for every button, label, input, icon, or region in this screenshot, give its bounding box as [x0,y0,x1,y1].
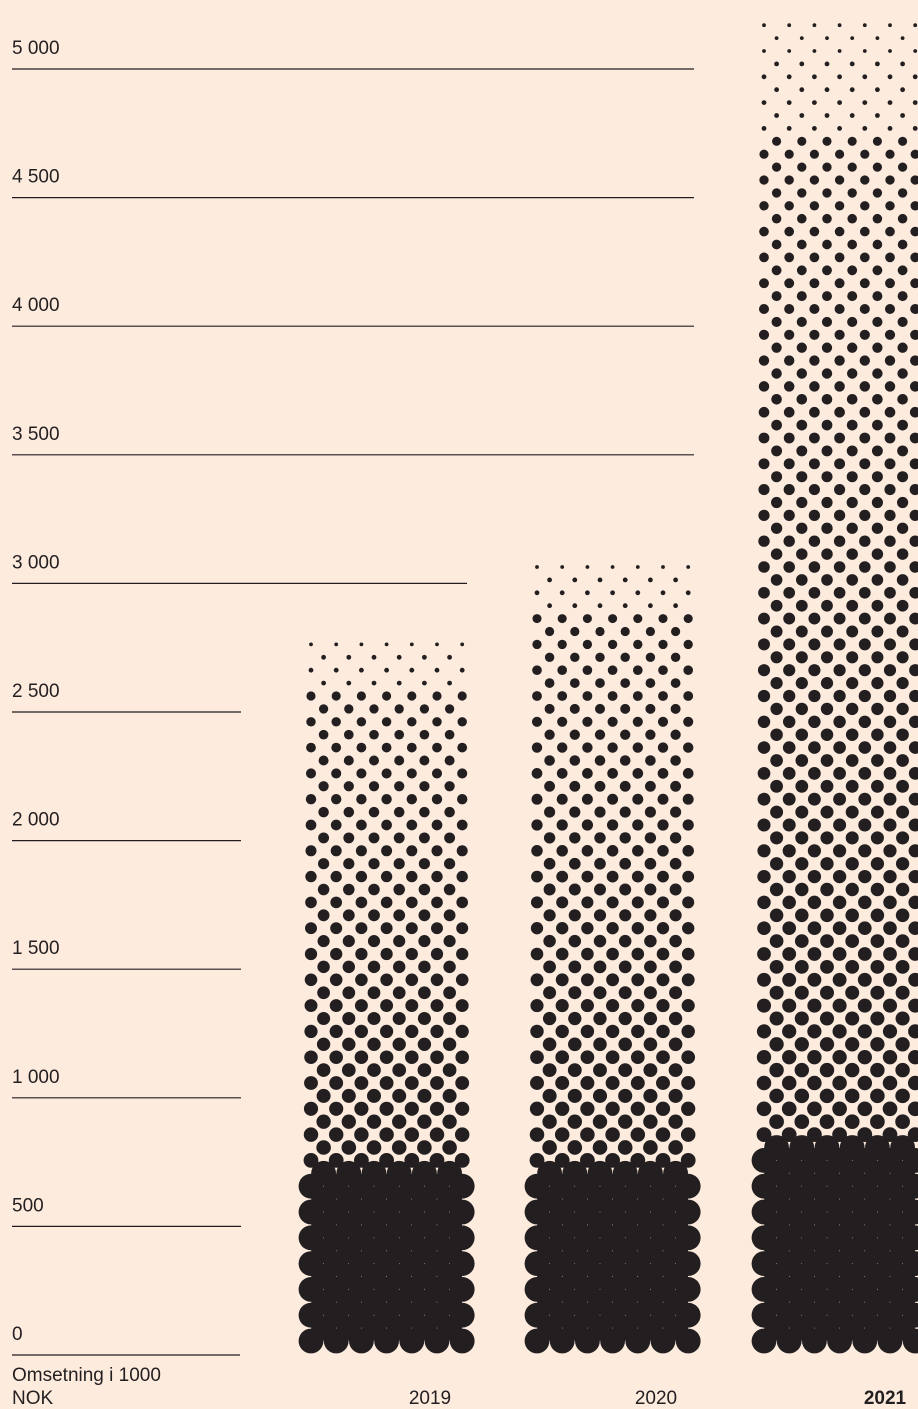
y-tick-label: 500 [12,1195,44,1216]
y-tick-label: 0 [12,1324,23,1345]
y-tick-label: 1 500 [12,938,60,959]
y-tick-label: 4 000 [12,295,60,316]
y-axis-title-line-1: Omsetning i 1000 [12,1365,161,1386]
labels: 0 500 1 000 1 500 2 000 2 500 3 000 3 500 4 000 4… [12,38,907,1409]
y-tick-label: 4 500 [12,167,60,188]
x-category-label-2019: 2019 [409,1388,451,1409]
y-axis-title-line-2: NOK [12,1388,54,1409]
y-tick-label: 3 000 [12,552,60,573]
bars [298,23,918,1354]
y-tick-label: 1 000 [12,1067,60,1088]
y-tick-label: 2 500 [12,681,60,702]
y-tick-label: 2 000 [12,810,60,831]
bar-2021 [751,23,918,1354]
gridlines [12,68,694,1356]
bar-2020 [524,565,701,1354]
y-tick-label: 5 000 [12,38,60,59]
bar-2019 [298,642,475,1354]
x-category-label-2021: 2021 [864,1388,907,1409]
x-category-label-2020: 2020 [635,1388,677,1409]
y-tick-label: 3 500 [12,424,60,445]
